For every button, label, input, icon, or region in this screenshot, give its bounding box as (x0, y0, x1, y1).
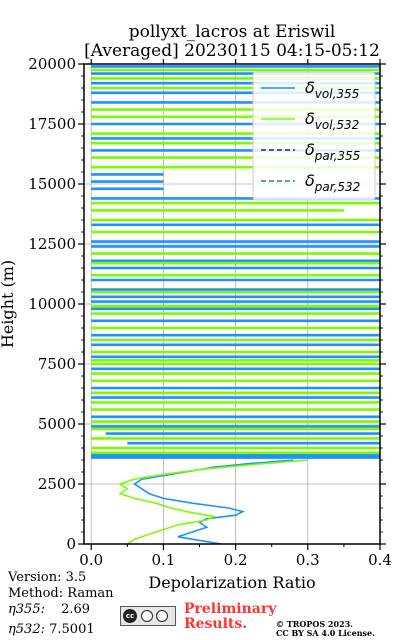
legend-label: δpar,355 (305, 140, 360, 163)
y-tick-label: 7500 (38, 355, 76, 373)
legend-label: δvol,355 (305, 78, 359, 101)
chart-title-line1: pollyxt_lacros at Eriswil (128, 22, 336, 42)
x-tick-label: 0.1 (151, 551, 175, 569)
x-tick-label: 0.3 (296, 551, 320, 569)
copyright-note: © TROPOS 2023. CC BY SA 4.0 License. (276, 620, 375, 638)
legend-label: δpar,532 (305, 171, 360, 194)
cc-license-icon: cc (120, 606, 176, 626)
y-tick-label: 15000 (28, 175, 76, 193)
preliminary-line2: Results. (184, 616, 248, 632)
y-tick-label: 0 (66, 535, 76, 553)
x-tick-label: 0.2 (224, 551, 248, 569)
sa-icon (156, 610, 168, 622)
y-axis-label: Height (m) (0, 260, 17, 348)
preliminary-note: Preliminary Results. (184, 602, 276, 632)
method-text: Method: Raman (8, 586, 114, 601)
eta532-row: η532: 7.5001 (8, 622, 95, 637)
y-tick-label: 17500 (28, 115, 76, 133)
y-tick-label: 10000 (28, 295, 76, 313)
chart-title-line2: [Averaged] 20230115 04:15-05:12 (84, 41, 380, 61)
preliminary-line1: Preliminary (184, 601, 277, 617)
copyright-line1: © TROPOS 2023. (276, 619, 353, 629)
y-tick-label: 12500 (28, 235, 76, 253)
x-tick-label: 0.0 (79, 551, 103, 569)
series-0 (91, 65, 380, 544)
plot-data (91, 65, 380, 544)
profile-line (118, 459, 308, 544)
eta532-value: 7.5001 (49, 622, 95, 637)
eta355-row: η355: 2.69 (8, 602, 90, 617)
eta532-label: η532: (8, 622, 45, 637)
legend-box (252, 71, 376, 201)
legend: δvol,355 δvol,532 δpar,355 δpar,532 (252, 71, 376, 201)
y-tick-label: 20000 (28, 55, 76, 73)
eta355-label: η355: (8, 602, 45, 617)
copyright-line2: CC BY SA 4.0 License. (276, 628, 375, 638)
eta355-value: 2.69 (61, 602, 91, 617)
axis-ticks: 0.0 0.1 0.2 0.3 0.4 0 2500 5000 7500 10000 12500 15… (28, 55, 392, 569)
x-tick-label: 0.4 (368, 551, 392, 569)
by-icon (141, 610, 153, 622)
y-tick-label: 5000 (38, 415, 76, 433)
legend-label: δvol,532 (305, 109, 359, 132)
cc-logo-icon: cc (123, 609, 137, 623)
x-axis-label: Depolarization Ratio (148, 573, 315, 592)
y-tick-label: 2500 (38, 475, 76, 493)
version-text: Version: 3.5 (8, 570, 87, 585)
